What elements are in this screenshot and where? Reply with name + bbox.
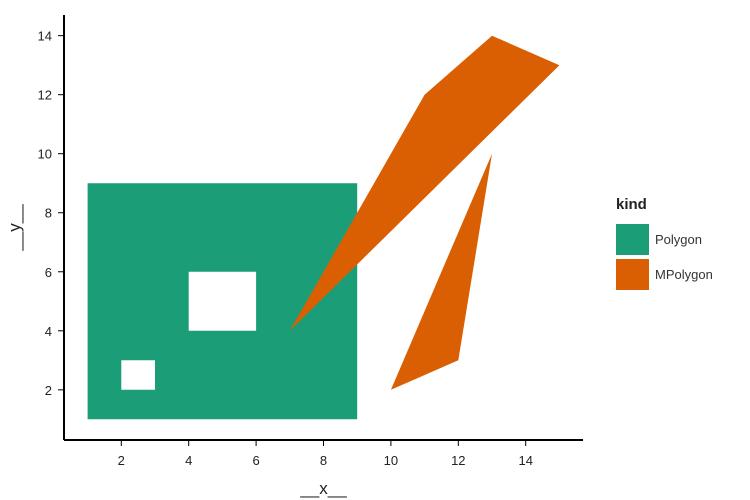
y-tick-label: 4	[45, 324, 52, 339]
axes: 2 4 6 8 10 12 14 2 4 6 8 10 12 14	[38, 15, 583, 468]
x-tick-label: 6	[252, 453, 259, 468]
y-tick-label: 2	[45, 383, 52, 398]
legend-label: MPolygon	[655, 267, 713, 282]
x-tick-label: 10	[384, 453, 398, 468]
y-tick-label: 8	[45, 206, 52, 221]
legend: kind Polygon MPolygon	[616, 196, 713, 290]
y-tick-label: 14	[38, 29, 52, 44]
legend-swatch	[616, 224, 649, 255]
legend-swatch	[616, 259, 649, 290]
y-tick-label: 12	[38, 88, 52, 103]
mpolygon-part-1	[289, 35, 560, 331]
legend-title: kind	[616, 196, 647, 213]
legend-label: Polygon	[655, 232, 702, 247]
y-tick-label: 10	[38, 147, 52, 162]
x-tick-label: 14	[518, 453, 532, 468]
x-tick-label: 2	[118, 453, 125, 468]
x-tick-label: 12	[451, 453, 465, 468]
y-axis-title: __y__	[5, 204, 24, 252]
mpolygon-part-2	[390, 153, 492, 390]
plot-area	[87, 35, 560, 420]
x-axis-title: __x__	[299, 479, 347, 498]
x-tick-label: 8	[320, 453, 327, 468]
polygon-shape	[87, 183, 358, 420]
y-tick-label: 6	[45, 265, 52, 280]
x-tick-label: 4	[185, 453, 192, 468]
